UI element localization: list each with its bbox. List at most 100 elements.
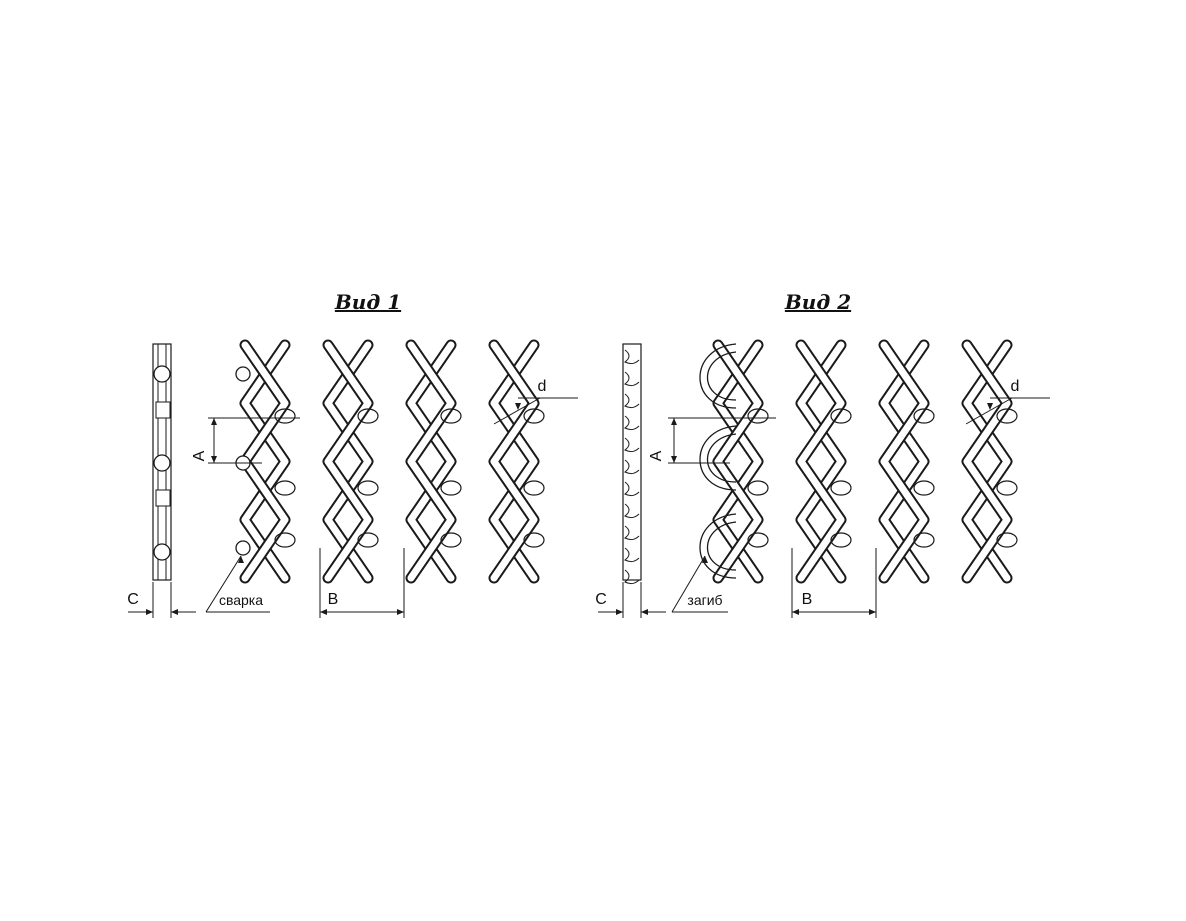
bent-hook: [699, 343, 737, 409]
mesh-wire: [795, 339, 847, 584]
side-loop: [155, 401, 171, 419]
arrowhead: [146, 609, 153, 615]
mesh-wire: [405, 339, 457, 584]
interlock-loop: [996, 480, 1018, 496]
weld-knot: [153, 365, 171, 383]
interlock-loop: [996, 532, 1018, 548]
dimension-a-label: A: [648, 450, 665, 461]
arrowhead: [671, 456, 677, 463]
interlock-loop: [523, 532, 545, 548]
arrowhead: [702, 556, 708, 563]
wire-fill: [407, 341, 455, 582]
dimension-b-label: B: [328, 591, 339, 608]
view-2-mesh: [699, 339, 1018, 584]
interlock-loop: [830, 408, 852, 424]
arrowhead: [515, 403, 521, 410]
side-bend: [624, 437, 640, 453]
arrowhead: [792, 609, 799, 615]
mesh-wire: [405, 339, 457, 584]
dimension-line: [671, 555, 706, 613]
view-1-title: Вид 1: [334, 290, 401, 314]
mesh-wire: [239, 339, 291, 584]
dimension-line: [493, 397, 541, 425]
wire-fill: [797, 341, 845, 582]
side-bend: [624, 349, 640, 365]
mesh-wire: [961, 339, 1013, 584]
interlock-loop: [357, 480, 379, 496]
wire-fill: [963, 341, 1011, 582]
interlock-loop: [274, 480, 296, 496]
wire-fill: [324, 341, 372, 582]
side-bend: [624, 547, 640, 563]
dimension-line: [965, 397, 1013, 425]
weld-knot: [235, 366, 251, 382]
dimension-line: [205, 555, 242, 613]
interlock-loop: [913, 480, 935, 496]
wire-fill: [880, 341, 928, 582]
side-outline: [152, 343, 172, 581]
mesh-wire: [878, 339, 930, 584]
interlock-loop: [274, 408, 296, 424]
arrowhead: [671, 418, 677, 425]
arrowhead: [641, 609, 648, 615]
wire-fill: [714, 341, 762, 582]
wire-fill: [324, 341, 372, 582]
interlock-loop: [996, 408, 1018, 424]
side-bend: [624, 459, 640, 475]
arrowhead: [869, 609, 876, 615]
mesh-wire: [712, 339, 764, 584]
wire-fill: [714, 341, 762, 582]
side-bend: [624, 481, 640, 497]
weld-knot: [153, 543, 171, 561]
arrowhead: [238, 556, 244, 563]
view-1-mesh: [235, 339, 545, 584]
bent-hook: [699, 425, 737, 491]
wire-fill: [963, 341, 1011, 582]
dimension-b-label: B: [802, 591, 813, 608]
interlock-loop: [913, 532, 935, 548]
bent-hook: [699, 513, 737, 579]
interlock-loop: [274, 532, 296, 548]
arrowhead: [397, 609, 404, 615]
wire-fill: [490, 341, 538, 582]
view-1-dimensions: C A B d сварка: [127, 378, 578, 618]
dimension-c-label: C: [127, 591, 139, 608]
interlock-loop: [913, 408, 935, 424]
interlock-loop: [830, 480, 852, 496]
mesh-wire: [712, 339, 764, 584]
side-loop: [155, 489, 171, 507]
dimension-d-label: d: [1011, 378, 1020, 395]
view-2-dimensions: C A B d загиб: [595, 378, 1050, 618]
mesh-wire: [488, 339, 540, 584]
wire-fill: [797, 341, 845, 582]
bent-hook: [707, 433, 737, 483]
side-bend: [624, 569, 640, 585]
mesh-wire: [488, 339, 540, 584]
mesh-wire: [322, 339, 374, 584]
interlock-loop: [357, 408, 379, 424]
view-2-title: Вид 2: [784, 290, 851, 314]
arrowhead: [987, 403, 993, 410]
view-1-side-profile: [152, 343, 172, 581]
mesh-wire: [795, 339, 847, 584]
dimension-c-label: C: [595, 591, 607, 608]
wire-fill: [241, 341, 289, 582]
view-1: Вид 1 C A B d сварка: [127, 290, 578, 618]
mesh-wire: [322, 339, 374, 584]
side-bend: [624, 503, 640, 519]
mesh-wire: [961, 339, 1013, 584]
mesh-wire: [878, 339, 930, 584]
wire-fill: [490, 341, 538, 582]
interlock-loop: [747, 480, 769, 496]
side-bend: [624, 393, 640, 409]
arrowhead: [171, 609, 178, 615]
arrowhead: [616, 609, 623, 615]
interlock-loop: [523, 480, 545, 496]
interlock-loop: [357, 532, 379, 548]
end-finish-label: загиб: [687, 592, 722, 608]
arrowhead: [211, 418, 217, 425]
view-2-side-profile: [622, 343, 642, 585]
bent-hook: [707, 351, 737, 401]
interlock-loop: [747, 532, 769, 548]
